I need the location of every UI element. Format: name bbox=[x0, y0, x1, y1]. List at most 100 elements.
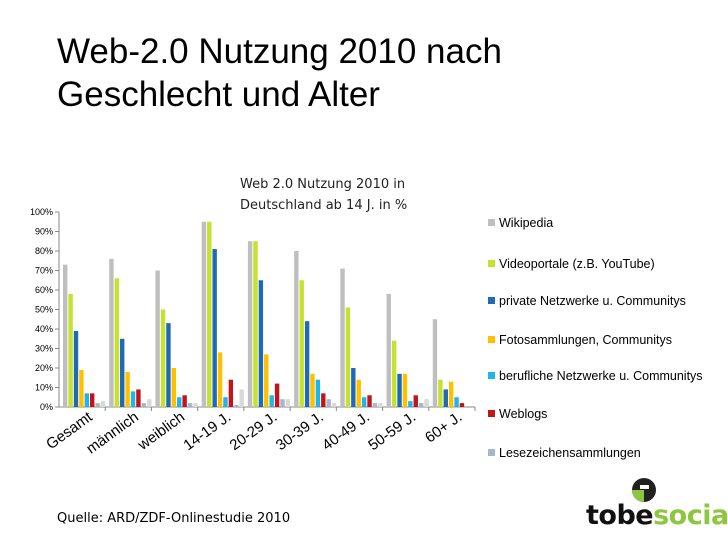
bar-lesezeichensammlungen-3 bbox=[234, 405, 239, 407]
legend-swatch bbox=[488, 372, 495, 379]
bar-wikipedia-6 bbox=[340, 268, 345, 407]
bar-weblogs-1 bbox=[136, 389, 141, 407]
bar-private-netzwerke-u-communitys-6 bbox=[351, 368, 356, 407]
bar-lesezeichensammlungen-6 bbox=[372, 403, 378, 407]
slide-title-line1: Web-2.0 Nutzung 2010 nach bbox=[57, 32, 502, 71]
legend-label: Wikipedia bbox=[499, 216, 554, 230]
legend-label: berufliche Netzwerke u. Communitys bbox=[499, 369, 703, 383]
slide-title-line2: Geschlecht und Alter bbox=[57, 75, 380, 114]
bar-wikipedia-2 bbox=[155, 270, 160, 407]
bar-unlabeled-4 bbox=[285, 399, 291, 407]
y-tick-label: 20% bbox=[35, 363, 53, 373]
y-tick-label: 80% bbox=[35, 246, 53, 256]
legend-swatch bbox=[488, 336, 495, 343]
bar-lesezeichensammlungen-5 bbox=[326, 399, 331, 407]
legend-label: private Netzwerke u. Communitys bbox=[499, 294, 686, 308]
bar-unlabeled-0 bbox=[100, 401, 106, 407]
bar-weblogs-0 bbox=[90, 393, 95, 407]
y-tick-label: 90% bbox=[35, 227, 53, 237]
bar-videoportale-z-b-youtube--7 bbox=[391, 340, 397, 407]
bar-lesezeichensammlungen-2 bbox=[187, 403, 193, 407]
bar-videoportale-z-b-youtube--5 bbox=[299, 280, 304, 407]
x-category-label: männlich bbox=[83, 408, 142, 457]
y-tick-label: 30% bbox=[35, 344, 53, 354]
bar-berufliche-netzwerke-u-communitys-3 bbox=[223, 397, 228, 407]
bar-wikipedia-7 bbox=[386, 293, 391, 407]
bar-unlabeled-2 bbox=[193, 403, 198, 407]
y-tick-label: 40% bbox=[35, 324, 53, 334]
x-category-label: 20-29 J. bbox=[227, 408, 281, 454]
bar-lesezeichensammlungen-7 bbox=[418, 403, 424, 407]
bar-weblogs-2 bbox=[182, 395, 187, 407]
bar-berufliche-netzwerke-u-communitys-4 bbox=[269, 395, 274, 407]
bar-weblogs-4 bbox=[274, 383, 280, 407]
bar-videoportale-z-b-youtube--2 bbox=[160, 309, 166, 407]
x-category-label: 14-19 J. bbox=[180, 408, 234, 454]
bar-unlabeled-1 bbox=[147, 399, 152, 407]
bar-fotosammlungen-communitys-2 bbox=[171, 368, 177, 407]
bar-berufliche-netzwerke-u-communitys-2 bbox=[177, 397, 182, 407]
bar-fotosammlungen-communitys-6 bbox=[356, 379, 361, 407]
legend-swatch bbox=[488, 219, 495, 226]
x-category-label: weiblich bbox=[134, 408, 188, 454]
bar-wikipedia-1 bbox=[109, 258, 114, 407]
bar-berufliche-netzwerke-u-communitys-8 bbox=[454, 397, 459, 407]
bar-weblogs-3 bbox=[228, 379, 234, 407]
bar-wikipedia-8 bbox=[432, 319, 438, 407]
bar-fotosammlungen-communitys-3 bbox=[217, 352, 223, 407]
bar-weblogs-7 bbox=[413, 395, 418, 407]
bar-wikipedia-5 bbox=[294, 251, 299, 407]
chart-legend: Wikipedia Videoportale (z.B. YouTube) priv… bbox=[488, 0, 723, 546]
x-category-label: 40-49 J. bbox=[319, 408, 373, 454]
logo-text-tobe: tobe bbox=[586, 500, 654, 531]
legend-label: Lesezeichensammlungen bbox=[499, 446, 641, 460]
y-tick-label: 50% bbox=[35, 305, 53, 315]
bar-wikipedia-4 bbox=[247, 241, 253, 407]
bar-berufliche-netzwerke-u-communitys-6 bbox=[361, 397, 367, 407]
bar-berufliche-netzwerke-u-communitys-7 bbox=[408, 401, 413, 407]
bar-private-netzwerke-u-communitys-1 bbox=[120, 338, 125, 407]
bar-lesezeichensammlungen-0 bbox=[95, 403, 100, 407]
legend-swatch bbox=[488, 297, 495, 304]
y-tick-label: 10% bbox=[35, 383, 53, 393]
logo-mark bbox=[632, 478, 656, 502]
bar-berufliche-netzwerke-u-communitys-0 bbox=[84, 393, 89, 407]
bar-videoportale-z-b-youtube--1 bbox=[114, 278, 120, 407]
bar-unlabeled-7 bbox=[424, 399, 429, 407]
legend-label: Videoportale (z.B. YouTube) bbox=[499, 257, 655, 271]
y-tick-label: 0% bbox=[40, 402, 53, 412]
bar-berufliche-netzwerke-u-communitys-1 bbox=[130, 391, 136, 407]
chart-title-line1: Web 2.0 Nutzung 2010 in bbox=[240, 177, 406, 192]
logo-wordmark: tobesocial bbox=[586, 500, 728, 531]
bar-weblogs-5 bbox=[321, 393, 326, 407]
bar-lesezeichensammlungen-4 bbox=[280, 399, 285, 407]
bar-videoportale-z-b-youtube--6 bbox=[345, 307, 351, 407]
bar-wikipedia-3 bbox=[201, 221, 207, 407]
logo-text-social: social bbox=[653, 500, 728, 531]
bar-videoportale-z-b-youtube--0 bbox=[68, 293, 73, 407]
chart-title-line2: Deutschland ab 14 J. in % bbox=[240, 198, 408, 213]
bar-private-netzwerke-u-communitys-4 bbox=[258, 280, 264, 407]
bar-wikipedia-0 bbox=[63, 264, 68, 407]
bar-private-netzwerke-u-communitys-2 bbox=[166, 323, 171, 407]
legend-label: Weblogs bbox=[499, 407, 548, 421]
bar-unlabeled-6 bbox=[378, 403, 383, 407]
x-category-label: 60+ J. bbox=[422, 408, 465, 446]
bar-private-netzwerke-u-communitys-7 bbox=[397, 373, 402, 407]
source-note: Quelle: ARD/ZDF-Onlinestudie 2010 bbox=[57, 511, 291, 526]
bar-fotosammlungen-communitys-0 bbox=[79, 369, 84, 407]
bar-weblogs-6 bbox=[367, 395, 372, 407]
bar-lesezeichensammlungen-1 bbox=[141, 403, 147, 407]
x-category-label: 30-39 J. bbox=[273, 408, 327, 454]
bar-private-netzwerke-u-communitys-0 bbox=[73, 330, 79, 407]
slide-title: Web-2.0 Nutzung 2010 nach Geschlecht und… bbox=[57, 30, 677, 116]
bar-fotosammlungen-communitys-4 bbox=[264, 354, 269, 407]
bar-fotosammlungen-communitys-5 bbox=[310, 373, 315, 407]
y-tick-label: 60% bbox=[35, 285, 53, 295]
bar-videoportale-z-b-youtube--3 bbox=[207, 221, 212, 407]
legend-swatch bbox=[488, 449, 495, 456]
bar-unlabeled-3 bbox=[239, 389, 244, 407]
bar-fotosammlungen-communitys-7 bbox=[402, 373, 408, 407]
bar-fotosammlungen-communitys-8 bbox=[448, 381, 454, 407]
